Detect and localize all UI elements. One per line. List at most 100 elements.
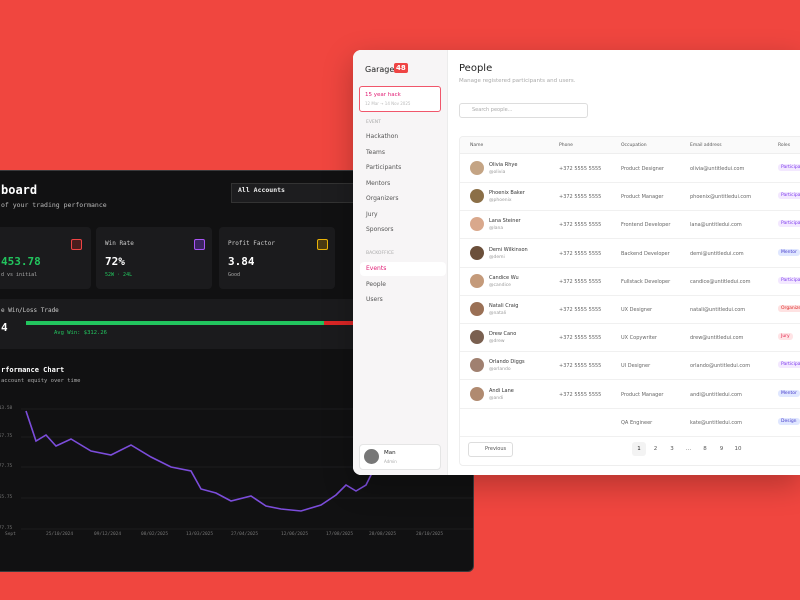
column-header: Phone — [559, 143, 573, 148]
user-card[interactable]: Man Admin — [359, 444, 441, 470]
email: orlando@untitledui.com — [690, 363, 751, 370]
dashboard-title: board — [1, 183, 38, 197]
page-title: People — [459, 63, 493, 74]
app-window: Garage 48 15 year hack 12 Mar → 14 Nov 2025… — [353, 50, 800, 475]
nav-item[interactable]: Users — [366, 296, 383, 303]
row-divider — [460, 238, 800, 240]
role-chip: Participant — [778, 220, 800, 228]
nav-item[interactable]: Jury — [366, 210, 378, 218]
win-bar — [26, 321, 324, 325]
nav-item[interactable]: Participants — [366, 164, 402, 171]
stat-note: 52W · 24L — [105, 272, 133, 278]
win-loss-label: e Win/Loss Trade — [1, 307, 59, 314]
page-number[interactable]: 9 — [719, 446, 724, 452]
page-number[interactable]: ... — [685, 446, 692, 452]
nav-item[interactable]: Events — [360, 262, 446, 276]
avatar — [470, 189, 484, 204]
row-divider — [460, 351, 800, 353]
email: olivia@untitledui.com — [690, 166, 745, 172]
role-chip: Participant — [778, 192, 800, 200]
avatar — [470, 302, 484, 316]
page-number[interactable]: 8 — [703, 446, 707, 452]
stat-note: d vs initial — [1, 272, 38, 278]
email: drew@untitledui.com — [690, 335, 744, 342]
user-role: Admin — [384, 459, 397, 464]
nav-item[interactable]: Teams — [366, 148, 385, 156]
brand: Garage — [365, 65, 395, 74]
stat-card: Profit Factor 3.84 Good — [219, 227, 335, 289]
avatar — [470, 273, 484, 288]
x-tick-label: Sept — [5, 532, 16, 537]
x-tick-label: 08/02/2025 — [141, 532, 169, 537]
phone: +372 5555 5555 — [559, 222, 602, 229]
person-handle: @candice — [489, 282, 511, 288]
avatar — [470, 358, 484, 373]
account-select[interactable]: All Accounts — [231, 183, 365, 203]
nav-item[interactable]: Organizers — [366, 195, 399, 202]
section-label: BACKOFFICE — [366, 251, 394, 256]
event-name: 15 year hack — [365, 92, 401, 98]
email: lana@untitledui.com — [690, 222, 742, 229]
stat-label: Win Rate — [105, 240, 134, 247]
avatar — [470, 245, 484, 260]
email: candice@untitledui.com — [690, 278, 751, 285]
people-page: People Manage registered participants and… — [447, 50, 800, 475]
search-input[interactable]: Search people... — [459, 103, 588, 118]
person-name: Phoenix Baker — [489, 190, 525, 197]
stat-icon — [194, 239, 205, 250]
occupation: Backend Developer — [621, 250, 670, 257]
role-chip: Mentor — [778, 248, 800, 256]
occupation: Product Manager — [621, 194, 664, 201]
x-tick-label: 09/12/2024 — [94, 532, 122, 537]
page-subtitle: Manage registered participants and users… — [459, 78, 576, 84]
row-divider — [460, 323, 800, 324]
y-tick-label: 377.75 — [0, 464, 13, 469]
stat-value: 453.78 — [1, 255, 41, 268]
nav-item[interactable]: Mentors — [366, 179, 391, 187]
nav-item[interactable]: Sponsors — [366, 226, 394, 233]
x-tick-label: 27/04/2025 — [231, 532, 259, 537]
user-name: Man — [384, 450, 396, 456]
stat-note: Good — [228, 272, 241, 278]
row-divider — [460, 266, 800, 268]
person-handle: @orlando — [489, 367, 511, 373]
user-avatar — [364, 449, 379, 464]
role-chip: Participant — [778, 276, 800, 284]
avatar — [470, 161, 484, 175]
person-handle: @drew — [489, 339, 505, 345]
person-name: Natali Craig — [489, 303, 519, 309]
occupation: Frontend Developer — [621, 222, 671, 229]
y-tick-label: 957.75 — [0, 434, 13, 439]
column-header: Roles — [778, 143, 791, 148]
event-switcher[interactable]: 15 year hack 12 Mar → 14 Nov 2025 — [359, 86, 441, 112]
page-number[interactable]: 3 — [670, 446, 674, 452]
column-header: Name — [470, 143, 484, 148]
equity-line — [25, 410, 378, 512]
avatar — [470, 330, 484, 345]
occupation: UI Designer — [621, 363, 651, 370]
person-name: Lana Steiner — [489, 218, 521, 225]
avatar — [470, 386, 484, 401]
row-divider — [460, 294, 800, 296]
page-number[interactable]: 10 — [734, 446, 742, 452]
phone: +372 5555 5555 — [559, 278, 602, 285]
email: natali@untitledui.com — [690, 307, 746, 313]
nav-item[interactable]: People — [366, 280, 386, 288]
email: demi@untitledui.com — [690, 250, 744, 257]
people-table: Name Phone Occupation Email address Roles Oli… — [459, 136, 800, 466]
win-loss-value: 4 — [1, 321, 8, 334]
email: phoenix@untitledui.com — [690, 194, 752, 201]
person-handle: @natali — [489, 311, 507, 316]
nav-item[interactable]: Hackathon — [366, 133, 399, 140]
stat-label: Profit Factor — [228, 240, 275, 247]
role-chip: Participant — [778, 361, 800, 369]
previous-button[interactable]: Previous — [468, 442, 514, 457]
email: andi@untitledui.com — [690, 391, 742, 398]
page-number[interactable]: 1 — [632, 442, 646, 456]
section-label: EVENT — [366, 120, 381, 125]
phone: +372 5555 5555 — [559, 166, 602, 172]
phone: +372 5555 5555 — [559, 363, 602, 370]
row-divider — [460, 210, 800, 212]
role-chip: Design — [778, 417, 800, 425]
page-number[interactable]: 2 — [653, 446, 658, 452]
